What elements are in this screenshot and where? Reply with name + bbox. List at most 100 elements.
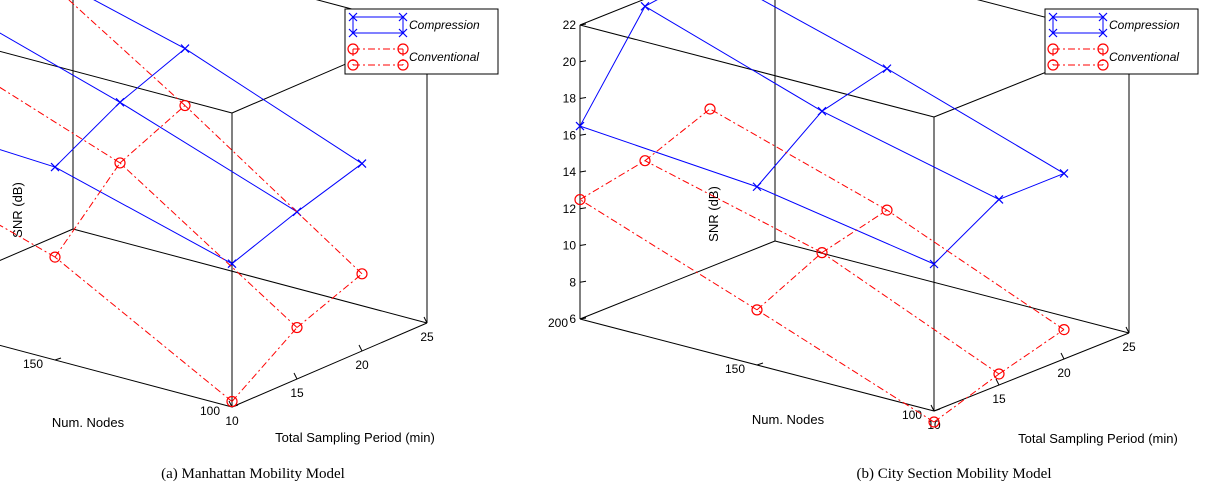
x-tick-label: 25 [1122,340,1136,354]
y-tick [579,316,587,320]
legend-marker [1098,12,1108,22]
series-line-conventional [54,162,121,258]
legend-box [344,8,499,75]
z-tick [579,207,587,210]
z-tick [579,60,587,63]
z-tick-label: 8 [569,275,576,289]
series-line-compression [119,48,186,103]
series-line-compression [644,0,658,7]
x-tick-label: 20 [355,358,369,372]
data-point-conventional [704,103,716,115]
series-line-compression [579,125,758,188]
x-tick-label: 25 [420,330,434,344]
axis-x-line [231,322,428,408]
y-tick-label: 200 [548,316,568,330]
series-line-conventional [0,224,56,258]
series-line-compression [231,211,298,265]
z-tick-label: 18 [563,92,577,106]
legend-marker [398,12,408,22]
series-line-conventional [119,105,186,164]
data-point-compression [929,259,939,269]
data-point-conventional [179,99,191,112]
x-tick-label: 10 [225,414,239,428]
legend: Compression Conventional [1044,8,1199,75]
z-tick [579,170,587,173]
series-line-compression [886,68,1065,174]
x-axis-label: Total Sampling Period (min) [275,430,435,445]
legend-marker [1097,43,1109,55]
z-tick [579,280,587,283]
series-line-conventional [644,160,823,254]
series-line-conventional [579,199,758,311]
axis-x-line [933,332,1130,412]
box-edge [0,0,73,19]
x-tick-label: 20 [1057,366,1071,380]
data-point-compression [227,259,237,269]
legend-marker [1048,28,1058,38]
x-tick [423,316,428,324]
data-point-conventional [928,416,940,428]
y-axis-label: Num. Nodes [52,415,125,430]
data-point-compression [180,44,190,54]
data-point-compression [115,97,125,107]
series-line-conventional [184,105,363,275]
box-edge [0,228,74,261]
legend-marker [347,43,359,55]
box-edge [0,50,233,114]
series-line-compression [54,166,233,265]
series-line-conventional [296,273,363,328]
series-line-conventional [998,329,1065,375]
data-point-conventional [49,251,61,263]
x-tick [358,344,363,352]
series-line-compression [119,101,298,213]
series-line-conventional [0,0,8,52]
y-tick-label: 100 [902,408,922,422]
data-point-compression [882,64,892,74]
data-point-compression [357,159,367,168]
legend-marker [1098,28,1108,38]
series-line-compression [756,186,935,265]
y-tick-label: 150 [725,362,745,376]
data-point-conventional [881,204,893,216]
data-point-conventional [114,157,126,169]
series-line-compression [756,110,823,188]
series-line-compression [998,172,1065,200]
z-axis-label: SNR (dB) [10,182,25,238]
series-line-conventional [933,373,1000,423]
x-tick [995,378,1000,386]
series-line-compression [579,6,646,127]
z-tick-label: 10 [563,239,577,253]
x-tick-label: 15 [992,392,1006,406]
x-tick [1060,352,1065,360]
z-tick-label: 14 [563,165,577,179]
legend-marker [397,43,409,55]
box-edge [774,240,1130,334]
x-axis-label: Total Sampling Period (min) [1018,431,1178,446]
z-axis-label: SNR (dB) [706,186,721,242]
legend-label-compression: Compression [409,18,480,32]
z-tick [579,244,587,246]
x-tick-label: 15 [290,386,304,400]
series-line-conventional [0,86,121,164]
box-edge [579,240,776,320]
data-point-compression [752,182,762,192]
series-line-compression [644,5,823,112]
z-tick-label: 22 [563,18,577,32]
series-line-compression [296,163,363,213]
legend: Compression Conventional [344,8,499,75]
series-line-conventional [231,327,298,402]
x-tick [930,404,935,412]
box-edge [579,24,935,118]
data-point-compression [994,194,1004,204]
legend-marker [1097,59,1109,71]
series-line-compression [0,149,56,168]
legend-marker [348,28,358,38]
series-line-compression [54,101,121,168]
figure-caption: (a) Manhattan Mobility Model [161,466,345,482]
series-line-conventional [644,108,711,162]
series-line-compression [0,32,121,103]
series-line-conventional [119,162,298,328]
data-point-compression [817,106,827,116]
y-tick-label: 100 [200,404,220,418]
